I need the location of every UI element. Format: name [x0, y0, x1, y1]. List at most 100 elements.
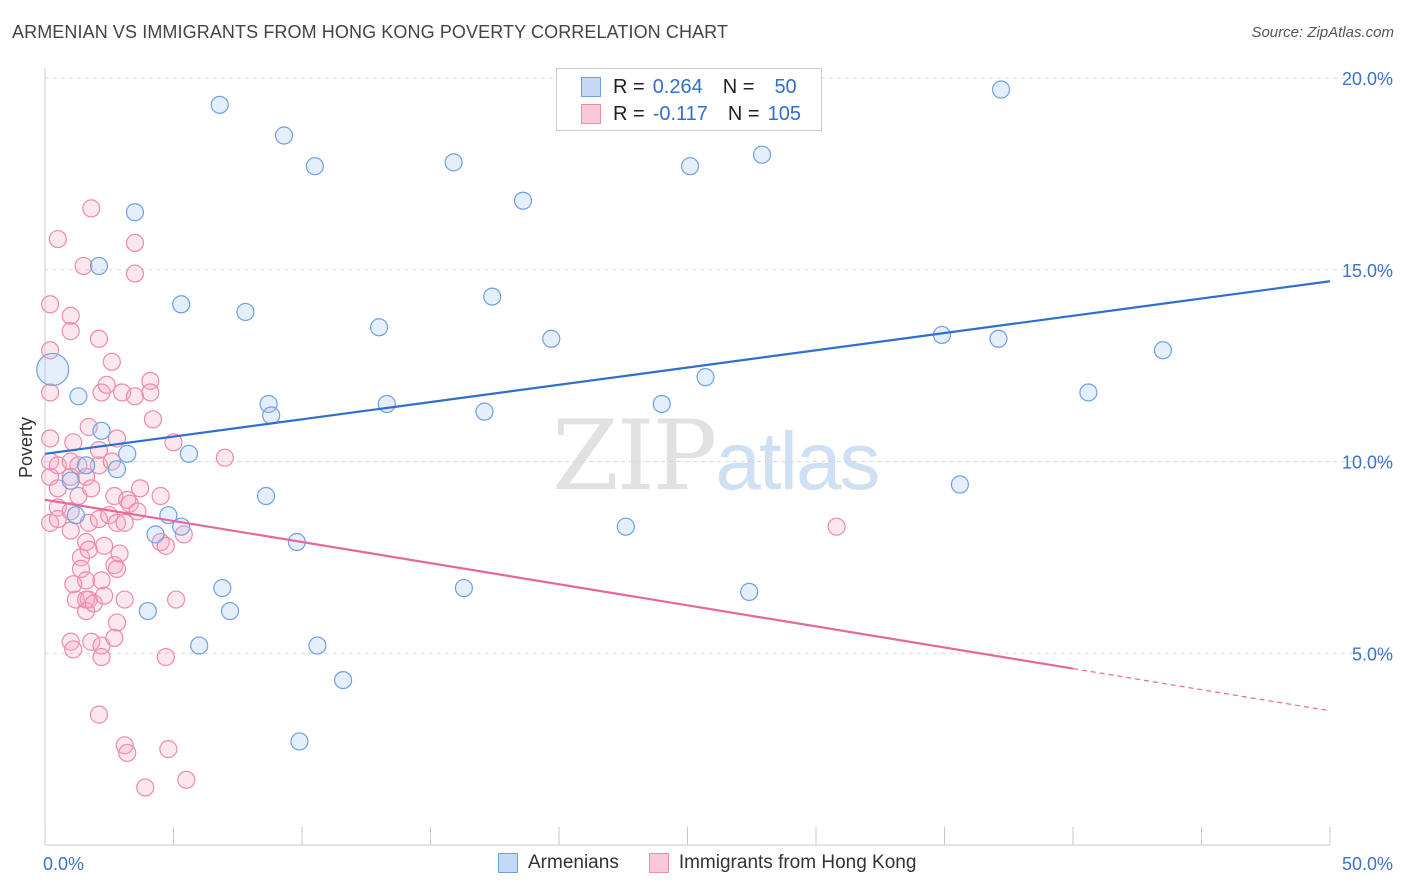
point-armenians [220, 601, 240, 621]
point-hongkong [166, 590, 186, 609]
point-armenians [475, 402, 494, 421]
point-hongkong [125, 387, 145, 406]
watermark-zip: ZIP [552, 400, 717, 512]
point-hongkong [107, 513, 127, 532]
point-armenians [92, 421, 111, 440]
point-hongkong [82, 632, 101, 651]
legend-r-label: R = [613, 75, 645, 98]
point-armenians [616, 517, 635, 536]
point-armenians [444, 153, 463, 172]
point-hongkong [89, 329, 109, 348]
point-armenians [61, 471, 80, 490]
legend-r-value-hongkong: -0.117 [652, 102, 708, 125]
point-armenians [696, 368, 715, 387]
point-hongkong [105, 628, 124, 648]
legend-swatch-hongkong [581, 104, 601, 124]
point-armenians [308, 636, 327, 655]
x-tick-label: 0.0% [43, 854, 84, 874]
point-hongkong [95, 586, 114, 605]
point-hongkong [177, 770, 196, 789]
point-armenians [146, 525, 165, 544]
point-armenians [236, 302, 255, 322]
y-tick-label: 10.0% [1342, 453, 1393, 473]
point-armenians [210, 95, 229, 114]
legend-item-armenians: Armenians [498, 852, 619, 874]
point-hongkong [151, 486, 170, 506]
point-armenians [89, 256, 109, 276]
trendline-armenians [44, 280, 1331, 455]
point-hongkong [156, 536, 175, 555]
y-tick-label: 20.0% [1342, 69, 1393, 89]
point-hongkong [92, 647, 111, 667]
point-hongkong [143, 410, 163, 429]
point-armenians [752, 145, 772, 164]
point-armenians [190, 636, 209, 655]
point-hongkong [61, 521, 80, 540]
legend-row-armenians: R = 0.264 N = 50 [581, 74, 797, 100]
point-hongkong [107, 613, 127, 632]
point-hongkong [74, 256, 93, 276]
y-tick-label: 5.0% [1352, 644, 1393, 664]
point-hongkong [82, 199, 101, 218]
point-hongkong [61, 306, 80, 325]
point-armenians [66, 506, 85, 525]
point-hongkong [156, 647, 175, 667]
point-armenians [305, 157, 324, 176]
point-hongkong [102, 352, 121, 371]
legend-swatch-hongkong [648, 853, 669, 873]
point-hongkong [141, 383, 160, 402]
point-hongkong [66, 590, 85, 609]
legend-row-hongkong: R = -0.117 N = 105 [581, 101, 801, 127]
correlation-legend: R = 0.264 N = 50 R = -0.117 N = 105 [556, 68, 822, 131]
point-armenians [513, 191, 533, 210]
point-armenians [680, 157, 700, 176]
point-hongkong [41, 383, 60, 402]
point-armenians [1079, 383, 1098, 402]
point-armenians [256, 486, 276, 506]
point-armenians [172, 295, 191, 314]
legend-n-label: N = [722, 75, 755, 98]
legend-swatch-armenians [498, 853, 518, 873]
point-armenians [950, 475, 970, 494]
legend-n-label: N = [727, 102, 760, 125]
point-hongkong [125, 264, 145, 283]
point-armenians [125, 203, 145, 222]
point-armenians [989, 329, 1008, 348]
point-armenians [1153, 341, 1173, 360]
point-armenians [77, 456, 96, 475]
point-hongkong [77, 571, 96, 590]
point-hongkong [41, 429, 60, 448]
point-hongkong [97, 375, 116, 394]
point-hongkong [71, 559, 91, 578]
point-armenians [274, 126, 294, 145]
point-hongkong [107, 559, 127, 578]
point-hongkong [41, 295, 60, 314]
point-armenians [290, 732, 309, 751]
legend-label-hongkong: Immigrants from Hong Kong [678, 852, 917, 873]
point-hongkong [115, 590, 134, 609]
legend-n-value-armenians: 50 [774, 75, 797, 98]
trendline-hongkong-extrapolated [1072, 667, 1331, 712]
point-hongkong [120, 494, 139, 513]
point-hongkong [128, 502, 147, 521]
source-label: Source: ZipAtlas.com [1251, 24, 1394, 41]
chart-title: ARMENIAN VS IMMIGRANTS FROM HONG KONG PO… [12, 22, 729, 42]
watermark: ZIPatlas [552, 400, 880, 512]
point-armenians [259, 394, 278, 414]
legend-n-value-hongkong: 105 [767, 102, 801, 125]
y-axis-label: Poverty [16, 416, 36, 478]
point-armenians [262, 406, 281, 425]
point-hongkong [118, 743, 137, 763]
point-armenians [107, 460, 127, 479]
point-hongkong [136, 778, 155, 797]
point-hongkong [79, 540, 98, 559]
point-armenians [652, 394, 671, 414]
point-hongkong [827, 517, 846, 536]
point-hongkong [64, 640, 83, 659]
point-armenians [370, 318, 389, 337]
point-hongkong [159, 740, 178, 759]
point-hongkong [61, 322, 80, 341]
point-hongkong [92, 571, 111, 590]
point-hongkong [115, 513, 134, 532]
point-armenians [36, 352, 70, 387]
